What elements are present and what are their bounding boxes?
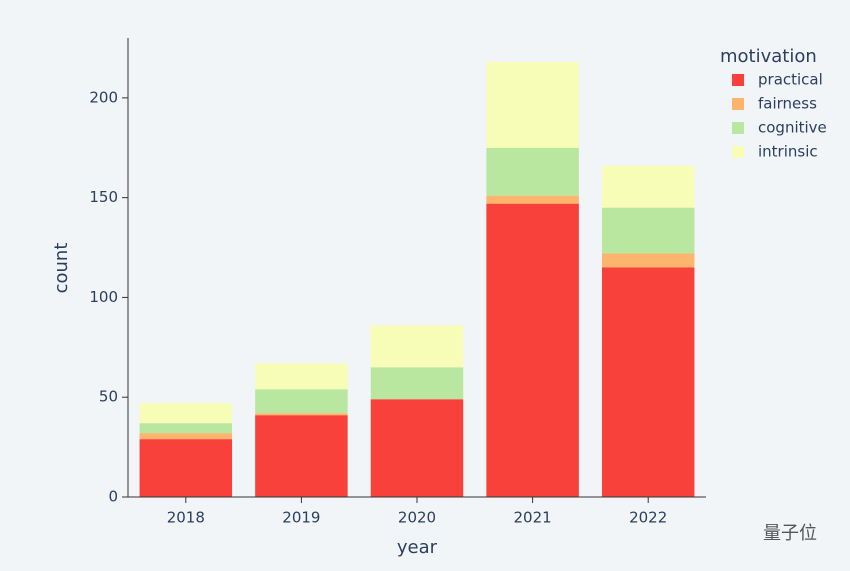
y-tick-label: 100 <box>89 288 118 306</box>
legend-label: intrinsic <box>758 143 818 161</box>
bar-segment <box>139 433 233 440</box>
legend-swatch <box>732 146 744 158</box>
x-tick-label: 2020 <box>398 509 436 527</box>
bar-segment <box>255 363 348 390</box>
legend-label: fairness <box>758 95 817 113</box>
bar-segment <box>601 165 695 208</box>
y-tick-label: 0 <box>108 488 118 506</box>
legend-label: practical <box>758 71 823 89</box>
legend-title: motivation <box>720 46 817 67</box>
x-axis-title: year <box>397 537 438 558</box>
x-tick-label: 2022 <box>629 509 667 527</box>
bar-segment <box>486 61 579 148</box>
bar-segment <box>139 403 233 424</box>
bar-segment <box>601 207 695 254</box>
y-tick-label: 50 <box>99 388 118 406</box>
bar-segment <box>370 399 464 497</box>
y-tick-label: 200 <box>89 88 118 106</box>
bar-segment <box>601 267 695 497</box>
bar-segment <box>486 195 579 204</box>
bar-segment <box>139 423 233 434</box>
bar-segment <box>370 325 464 368</box>
y-axis-title: count <box>51 243 72 294</box>
bar-segment <box>370 367 464 400</box>
legend-label: cognitive <box>758 119 827 137</box>
bar-segment <box>255 413 348 416</box>
bar-segment <box>601 253 695 268</box>
bar-segment <box>255 415 348 497</box>
legend-swatch <box>732 74 744 86</box>
bar-segment <box>486 147 579 196</box>
bar-segment <box>486 203 579 497</box>
x-tick-label: 2018 <box>167 509 205 527</box>
x-tick-label: 2019 <box>282 509 320 527</box>
watermark: 量子位 <box>763 523 817 544</box>
legend-swatch <box>732 122 744 134</box>
legend-swatch <box>732 98 744 110</box>
bar-segment <box>139 439 233 497</box>
x-tick-label: 2021 <box>514 509 552 527</box>
bar-segment <box>255 389 348 414</box>
y-tick-label: 150 <box>89 188 118 206</box>
